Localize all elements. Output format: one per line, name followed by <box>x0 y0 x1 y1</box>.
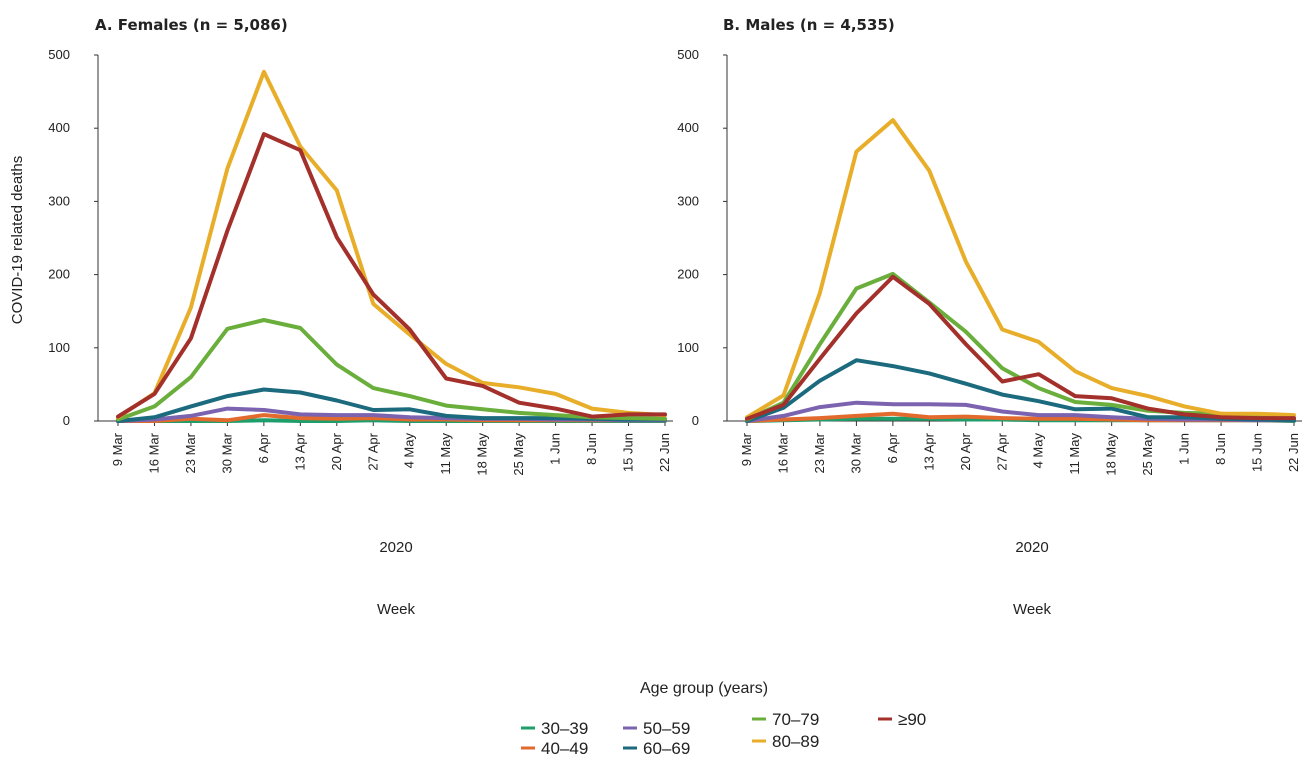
x-tick-label: 18 May <box>475 433 490 476</box>
x-tick-label: 23 Mar <box>183 432 198 473</box>
x-tick-label: 1 Jun <box>1177 433 1192 465</box>
series-line-4 <box>116 318 667 422</box>
x-tick-label: 15 Jun <box>621 433 636 472</box>
x-tick-label: 4 May <box>1031 433 1046 469</box>
x-tick-label: 20 Apr <box>958 432 973 470</box>
x-tick-label: 4 May <box>402 433 417 469</box>
panel-males: B. Males (n = 4,535) 0 100 200 300 400 500 9 Ma… <box>677 16 1302 618</box>
x-tick-label: 8 Jun <box>1213 433 1228 465</box>
x-tick-label: 13 Apr <box>292 432 307 470</box>
x-tick-label: 1 Jun <box>548 433 563 465</box>
x-axis-label: Week <box>377 601 416 618</box>
x-axis-label: Week <box>1013 601 1052 618</box>
x-tick-label: 8 Jun <box>584 433 599 465</box>
x-tick-label: 27 Apr <box>994 432 1009 470</box>
legend-label: 80–89 <box>772 732 819 751</box>
y-tick-label: 0 <box>63 413 70 428</box>
series-line-6 <box>745 274 1296 421</box>
panel-title: A. Females (n = 5,086) <box>95 16 288 34</box>
x-tick-label: 9 Mar <box>110 432 125 466</box>
y-tick-label: 0 <box>692 413 699 428</box>
panel-females: A. Females (n = 5,086) 0 100 200 300 400 500 9 … <box>9 16 673 618</box>
series-line-3 <box>745 358 1296 423</box>
x-tick-label: 13 Apr <box>921 432 936 470</box>
series-line-5 <box>745 118 1296 420</box>
legend-label: 50–59 <box>643 719 690 738</box>
y-tick-label: 400 <box>48 120 70 135</box>
x-tick-label: 9 Mar <box>739 432 754 466</box>
series-line-5 <box>116 69 667 420</box>
panel-title: B. Males (n = 4,535) <box>723 16 895 34</box>
y-tick-label: 100 <box>48 340 70 355</box>
x-tick-label: 22 Jun <box>1286 433 1301 472</box>
y-axis-label: COVID-19 related deaths <box>9 156 26 324</box>
y-tick-label: 200 <box>48 267 70 282</box>
legend-title: Age group (years) <box>640 680 768 697</box>
y-tick-label: 300 <box>48 193 70 208</box>
legend-label: 40–49 <box>541 739 588 758</box>
x-tick-label: 25 May <box>1140 433 1155 476</box>
x-tick-label: 6 Apr <box>256 432 271 463</box>
year-label: 2020 <box>379 539 412 556</box>
x-tick-label: 30 Mar <box>219 432 234 473</box>
x-tick-label: 18 May <box>1104 433 1119 476</box>
y-tick-label: 100 <box>677 340 699 355</box>
series-line-6 <box>116 132 667 419</box>
x-tick-label: 16 Mar <box>146 432 161 473</box>
x-tick-label: 11 May <box>1067 433 1082 475</box>
y-tick-label: 500 <box>48 47 70 62</box>
year-label: 2020 <box>1015 539 1048 556</box>
x-tick-label: 20 Apr <box>329 432 344 470</box>
x-tick-label: 23 Mar <box>812 432 827 473</box>
legend-label: 60–69 <box>643 739 690 758</box>
legend-label: 30–39 <box>541 719 588 738</box>
y-tick-label: 200 <box>677 267 699 282</box>
x-tick-label: 25 May <box>511 433 526 476</box>
x-tick-label: 15 Jun <box>1250 433 1265 472</box>
y-tick-label: 400 <box>677 120 699 135</box>
y-tick-label: 500 <box>677 47 699 62</box>
x-tick-label: 11 May <box>438 433 453 475</box>
x-tick-label: 27 Apr <box>365 432 380 470</box>
x-tick-label: 22 Jun <box>657 433 672 472</box>
series-line-3 <box>116 387 667 423</box>
x-tick-label: 6 Apr <box>885 432 900 463</box>
x-tick-label: 16 Mar <box>775 432 790 473</box>
x-tick-label: 30 Mar <box>848 432 863 473</box>
legend-label: 70–79 <box>772 710 819 729</box>
legend-label: ≥90 <box>898 710 926 729</box>
y-tick-label: 300 <box>677 193 699 208</box>
